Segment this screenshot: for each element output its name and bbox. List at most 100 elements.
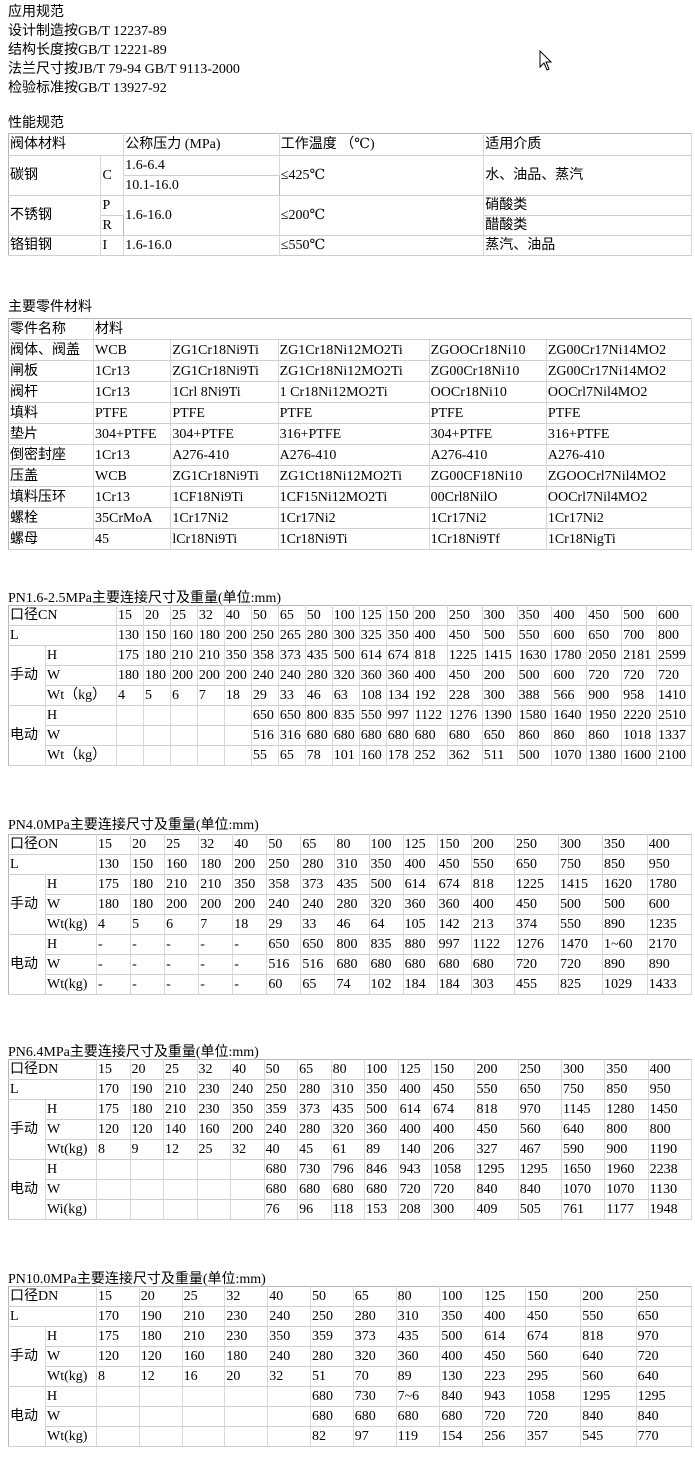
- value-cell: 550: [557, 914, 603, 935]
- value-cell: 400: [397, 1119, 433, 1140]
- size-cell: 15: [96, 1059, 131, 1080]
- material-code: C: [100, 155, 125, 196]
- value-cell: 680: [395, 1406, 441, 1427]
- length-cell: 550: [516, 625, 553, 646]
- material-cell: ZG00Cr17Ni14MO2: [545, 339, 693, 361]
- value-cell: 120: [138, 1346, 183, 1367]
- size-cell: 200: [474, 1059, 519, 1080]
- size-cell: 125: [358, 605, 387, 626]
- size-cell: 50: [263, 1059, 299, 1080]
- table-row: 电动 H 650 650 800 835 550 997 1122 1276 1390 1580 164…: [8, 705, 693, 766]
- value-cell: [267, 1426, 311, 1447]
- material-cell: 1 Cr18Ni12MO2Ti: [277, 381, 430, 403]
- value-cell: 358: [250, 645, 279, 666]
- table-row: 口径CN 15 20 25 32 40 50 65 50 100 125 150 200 250 300 35…: [8, 605, 693, 626]
- value-cell: 720: [655, 665, 693, 686]
- table-row: Wt(kg) - - - - -60 65 74 102 184 184 303 455 825 1029 1…: [9, 974, 693, 995]
- value-cell: 154: [439, 1426, 484, 1447]
- value-cell: [169, 725, 198, 746]
- material-cell: OOCr18Ni10: [428, 381, 547, 403]
- size-cell: 65: [277, 605, 306, 626]
- value-cell: 1380: [586, 745, 623, 766]
- value-cell: 650: [481, 725, 518, 746]
- table-row: 手动 H 175 180 210 230 350 359 373 435 500 614 674 818 9…: [8, 1099, 693, 1160]
- row-label: Wt(kg): [45, 1366, 97, 1387]
- value-cell: 409: [474, 1199, 519, 1220]
- value-cell: [181, 1386, 226, 1407]
- standard-line: 设计制造按GB/T 12237-89: [8, 24, 167, 39]
- row-label: Wt（kg）: [45, 745, 117, 766]
- value-cell: 153: [364, 1199, 399, 1220]
- standard-line: 检验标准按GB/T 13927-92: [8, 81, 167, 96]
- value-cell: 32: [230, 1139, 265, 1160]
- length-cell: 500: [481, 625, 518, 646]
- manual-label: 手动: [8, 645, 46, 706]
- value-cell: [196, 1179, 232, 1200]
- table-row: 闸板 1Cr13 ZG1Cr18Ni9Ti ZG1Cr18Ni12MO2Ti ZG00C…: [8, 360, 693, 382]
- material-cell: A276-410: [277, 444, 430, 466]
- table-row: Wt(kg) 82 97 119 154 256 357 545 770: [9, 1426, 693, 1447]
- value-cell: 840: [580, 1406, 637, 1427]
- value-cell: 360: [395, 1346, 441, 1367]
- value-cell: 360: [358, 665, 387, 686]
- material-cell: ZG00CF18Ni10: [428, 465, 547, 487]
- material-code: R: [100, 215, 125, 236]
- performance-table: 阀体材料 公称压力 (MPa) 工作温度 （℃) 适用介质 碳钢 C 1.6-6…: [7, 133, 692, 256]
- dimension-table: 口径DN 15 20 25 32 40 50 65 80 100 125 150 200 250 L 170 1…: [8, 1286, 693, 1447]
- length-label: L: [8, 1306, 97, 1327]
- value-cell: 1225: [446, 645, 483, 666]
- value-cell: [267, 1406, 311, 1427]
- length-cell: 250: [266, 854, 302, 875]
- length-cell: 310: [395, 1306, 441, 1327]
- value-cell: [116, 725, 144, 746]
- table-row: 口径DN 15 20 25 32 40 50 65 80 100 125 150 200 250: [8, 1286, 693, 1307]
- length-cell: 240: [267, 1306, 311, 1327]
- length-cell: 650: [586, 625, 623, 646]
- material-cell: 1Cr17Ni2: [428, 507, 547, 529]
- material-cell: 304+PTFE: [428, 423, 547, 445]
- value-cell: 680: [439, 1406, 484, 1427]
- length-cell: 550: [470, 854, 515, 875]
- value-cell: [196, 725, 225, 746]
- size-cell: 250: [635, 1286, 693, 1307]
- value-cell: 320: [352, 1346, 397, 1367]
- value-cell: 500: [557, 894, 603, 915]
- table-row: Wt（kg） 4 5 6 7 18 29 33 46 63 108 134 192 228 300 388 56…: [9, 685, 693, 706]
- value-cell: 560: [524, 1346, 582, 1367]
- value-cell: 2220: [621, 705, 657, 726]
- electric-label: 电动: [8, 934, 46, 995]
- value-cell: 350: [232, 874, 268, 895]
- value-cell: 1070: [561, 1179, 606, 1200]
- value-cell: 1630: [516, 645, 553, 666]
- size-cell: 150: [385, 605, 414, 626]
- value-cell: -: [198, 954, 234, 975]
- value-cell: 2050: [586, 645, 623, 666]
- row-label: Wt(kg): [45, 1139, 97, 1160]
- value-cell: 800: [604, 1119, 649, 1140]
- size-label: 口径DN: [8, 1059, 97, 1080]
- value-cell: 640: [580, 1346, 637, 1367]
- value-cell: 320: [330, 1119, 366, 1140]
- value-cell: 359: [263, 1099, 299, 1120]
- value-cell: 450: [474, 1119, 519, 1140]
- material-cell: OOCrl7Nil4MO2: [545, 381, 693, 403]
- material-cell: 1Cr17Ni2: [545, 507, 693, 529]
- header-material: 材料: [93, 318, 692, 340]
- table-row: 压盖 WCB ZG1Cr18Ni9Ti ZG1Ct18Ni12MO2Ti ZG00CF1…: [8, 465, 693, 487]
- value-cell: 16: [181, 1366, 226, 1387]
- value-cell: 1190: [647, 1139, 693, 1160]
- size-cell: 150: [524, 1286, 582, 1307]
- material-cell: PTFE: [277, 402, 430, 424]
- value-cell: 1620: [601, 874, 648, 895]
- value-cell: 1450: [647, 1099, 693, 1120]
- value-cell: 105: [402, 914, 438, 935]
- standard-line: 结构长度按GB/T 12221-89: [8, 43, 167, 58]
- length-cell: 850: [601, 854, 648, 875]
- value-cell: 500: [331, 645, 360, 666]
- value-cell: 350: [267, 1326, 311, 1347]
- material-cell: 1Cr13: [92, 486, 172, 508]
- value-cell: 350: [230, 1099, 265, 1120]
- value-cell: 1029: [601, 974, 648, 995]
- value-cell: -: [130, 954, 166, 975]
- value-cell: [196, 705, 225, 726]
